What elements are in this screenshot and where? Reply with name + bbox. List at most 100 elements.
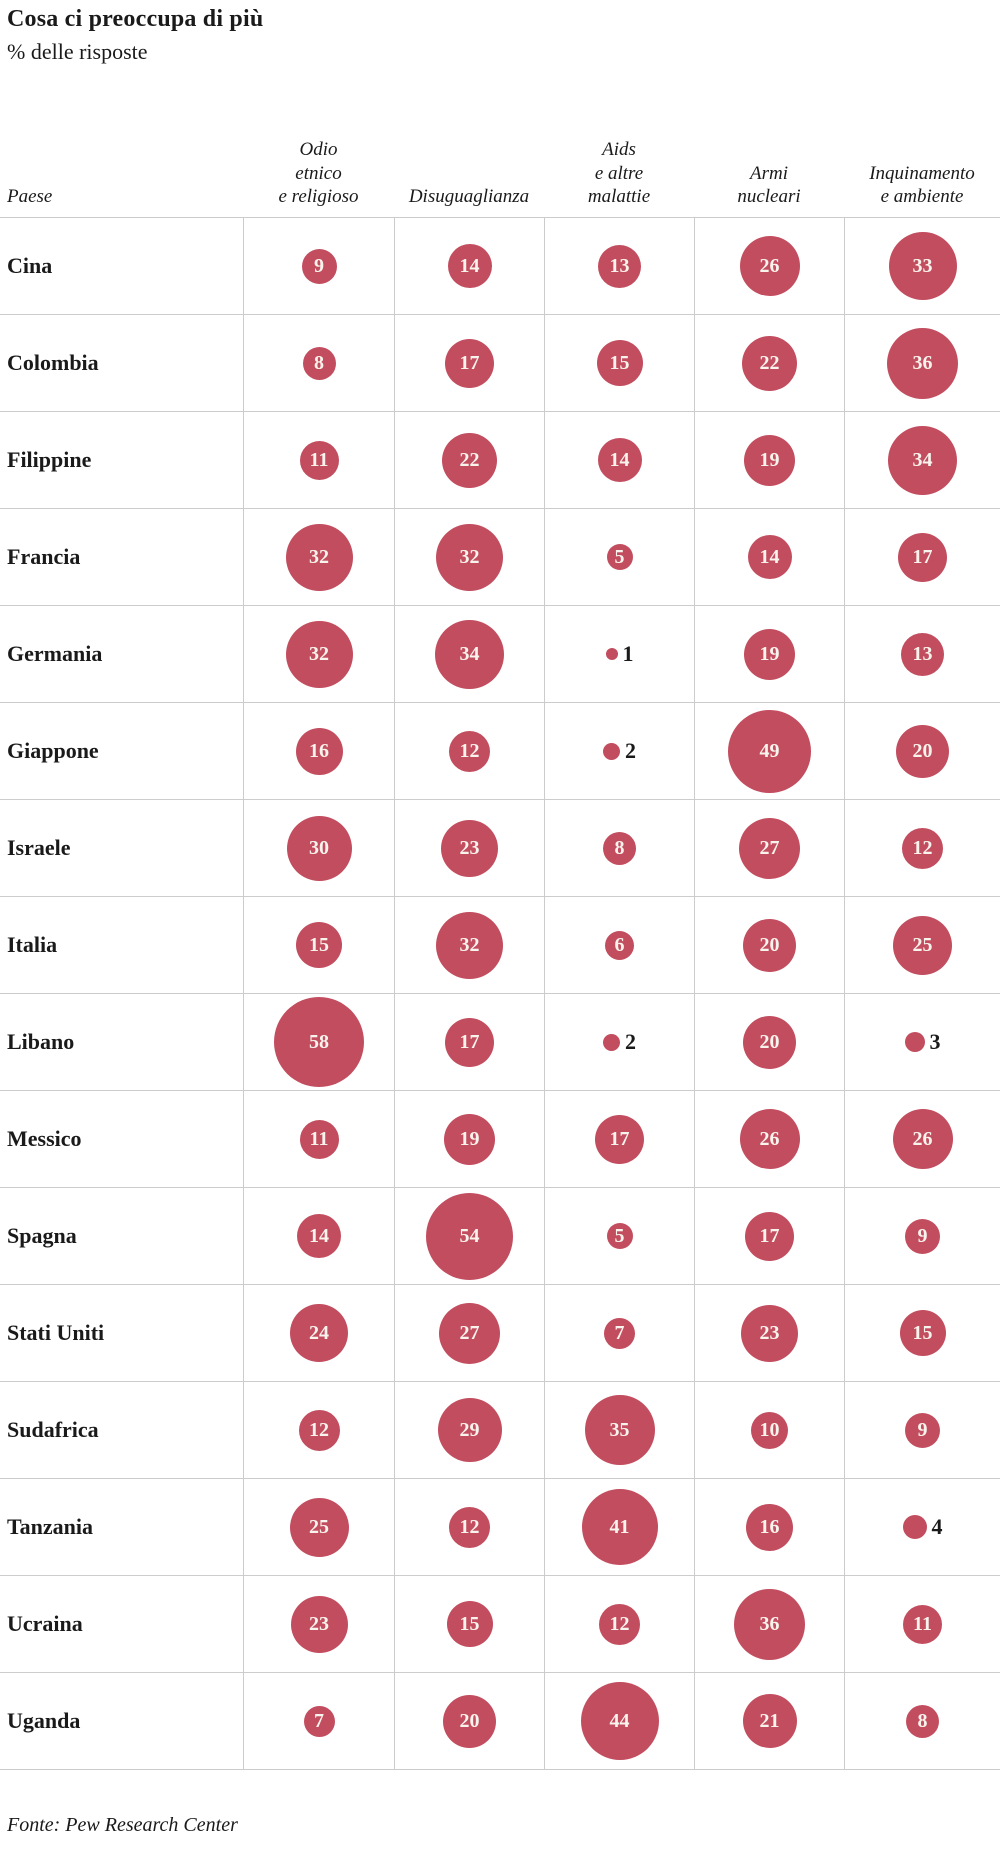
value-bubble: 23 bbox=[741, 1304, 798, 1362]
value-cell: 49 bbox=[694, 703, 844, 799]
value-bubble: 36 bbox=[887, 327, 958, 399]
country-label: Germania bbox=[7, 641, 103, 666]
table-row: Stati Uniti 24 27 7 23 15 bbox=[0, 1285, 1000, 1382]
value-cell: 26 bbox=[694, 218, 844, 314]
country-label: Colombia bbox=[7, 350, 99, 375]
value-cell: 13 bbox=[544, 218, 694, 314]
value-bubble: 9 bbox=[905, 1218, 940, 1254]
value-bubble: 14 bbox=[297, 1214, 341, 1258]
value-bubble: 20 bbox=[443, 1694, 496, 1748]
value-cell: 4 bbox=[844, 1479, 1000, 1575]
table-row: Messico 11 19 17 26 26 bbox=[0, 1091, 1000, 1188]
table-row: Tanzania 25 12 41 16 4 bbox=[0, 1479, 1000, 1576]
value-bubble: 23 bbox=[290, 1595, 348, 1653]
page-title: Cosa ci preoccupa di più bbox=[7, 6, 264, 32]
value-bubble: 14 bbox=[747, 535, 792, 579]
country-label: Giappone bbox=[7, 738, 99, 763]
value-bubble: 12 bbox=[449, 1506, 490, 1548]
value-bubble: 41 bbox=[581, 1489, 658, 1565]
value-bubble: 27 bbox=[439, 1302, 500, 1364]
value-cell: 3 bbox=[844, 994, 1000, 1090]
value-cell: 16 bbox=[694, 1479, 844, 1575]
column-header-armi-nucleari: Armi nucleari bbox=[737, 162, 801, 207]
value-bubble: 23 bbox=[441, 819, 498, 877]
value-cell: 15 bbox=[243, 897, 394, 993]
value-cell: 15 bbox=[844, 1285, 1000, 1381]
table-row: Spagna 14 54 5 17 9 bbox=[0, 1188, 1000, 1285]
country-label: Cina bbox=[7, 253, 53, 278]
bubble-with-outside-label: 3 bbox=[904, 1029, 941, 1055]
value-cell: 27 bbox=[694, 800, 844, 896]
column-header-paese: Paese bbox=[7, 185, 53, 207]
value-bubble: 49 bbox=[728, 709, 811, 793]
country-label: Francia bbox=[7, 544, 81, 569]
value-bubble: 11 bbox=[903, 1604, 942, 1644]
value-bubble: 54 bbox=[426, 1192, 513, 1280]
column-header-disuguaglianza: Disuguaglianza bbox=[408, 185, 530, 207]
value-cell: 30 bbox=[243, 800, 394, 896]
value-cell: 20 bbox=[694, 897, 844, 993]
value-cell: 12 bbox=[243, 1382, 394, 1478]
value-bubble: 11 bbox=[299, 440, 339, 480]
column-header-row: Paese Odio etnico e religioso Disuguagli… bbox=[0, 95, 1000, 217]
value-label: 2 bbox=[625, 1029, 636, 1054]
value-cell: 19 bbox=[694, 412, 844, 508]
value-bubble: 21 bbox=[742, 1694, 797, 1748]
value-cell: 17 bbox=[844, 509, 1000, 605]
value-bubble: 12 bbox=[902, 827, 943, 869]
value-label: 3 bbox=[929, 1029, 941, 1054]
value-cell: 19 bbox=[694, 606, 844, 702]
value-cell: 36 bbox=[694, 1576, 844, 1672]
value-cell: 12 bbox=[394, 1479, 544, 1575]
value-cell: 9 bbox=[243, 218, 394, 314]
country-label: Uganda bbox=[7, 1708, 81, 1733]
value-bubble: 12 bbox=[599, 1603, 640, 1645]
value-label: 1 bbox=[622, 641, 634, 666]
value-bubble: 20 bbox=[896, 724, 949, 778]
value-cell: 7 bbox=[243, 1673, 394, 1769]
bubble-with-outside-label: 2 bbox=[603, 738, 636, 764]
value-bubble: 16 bbox=[746, 1503, 793, 1551]
value-bubble: 8 bbox=[302, 346, 336, 380]
value-cell: 6 bbox=[544, 897, 694, 993]
value-cell: 15 bbox=[544, 315, 694, 411]
value-bubble: 8 bbox=[603, 831, 636, 865]
value-cell: 5 bbox=[544, 1188, 694, 1284]
value-cell: 15 bbox=[394, 1576, 544, 1672]
country-label: Filippine bbox=[7, 447, 92, 472]
value-label: 2 bbox=[625, 738, 636, 763]
table-row: Libano 58 17 2 20 3 bbox=[0, 994, 1000, 1091]
value-cell: 23 bbox=[694, 1285, 844, 1381]
value-cell: 41 bbox=[544, 1479, 694, 1575]
value-cell: 22 bbox=[394, 412, 544, 508]
value-bubble: 8 bbox=[906, 1704, 939, 1738]
value-bubble: 15 bbox=[596, 340, 643, 386]
value-bubble: 32 bbox=[436, 523, 503, 591]
value-bubble: 35 bbox=[584, 1395, 655, 1465]
country-label: Spagna bbox=[7, 1223, 77, 1248]
country-label: Israele bbox=[7, 835, 71, 860]
value-bubble: 14 bbox=[447, 244, 492, 288]
value-cell: 14 bbox=[394, 218, 544, 314]
bubble-table: Cina 9 14 13 26 33 Colombia 8 17 15 22 36 Filippine 1… bbox=[0, 217, 1000, 1770]
value-cell: 5 bbox=[544, 509, 694, 605]
table-row: Ucraina 23 15 12 36 11 bbox=[0, 1576, 1000, 1673]
value-cell: 14 bbox=[243, 1188, 394, 1284]
bubble-with-outside-label: 1 bbox=[605, 641, 634, 667]
value-cell: 13 bbox=[844, 606, 1000, 702]
value-cell: 8 bbox=[844, 1673, 1000, 1769]
value-bubble: 32 bbox=[285, 523, 353, 591]
table-row: Colombia 8 17 15 22 36 bbox=[0, 315, 1000, 412]
value-bubble: 13 bbox=[598, 244, 641, 288]
value-bubble: 26 bbox=[892, 1109, 953, 1169]
value-bubble: 15 bbox=[296, 922, 342, 968]
value-bubble: 34 bbox=[888, 425, 957, 495]
value-bubble: 26 bbox=[739, 1109, 800, 1169]
value-cell: 26 bbox=[694, 1091, 844, 1187]
value-bubble: 25 bbox=[289, 1497, 349, 1557]
value-cell: 1 bbox=[544, 606, 694, 702]
value-cell: 54 bbox=[394, 1188, 544, 1284]
bubble-with-outside-label: 2 bbox=[603, 1029, 636, 1055]
value-label: 4 bbox=[931, 1514, 943, 1539]
